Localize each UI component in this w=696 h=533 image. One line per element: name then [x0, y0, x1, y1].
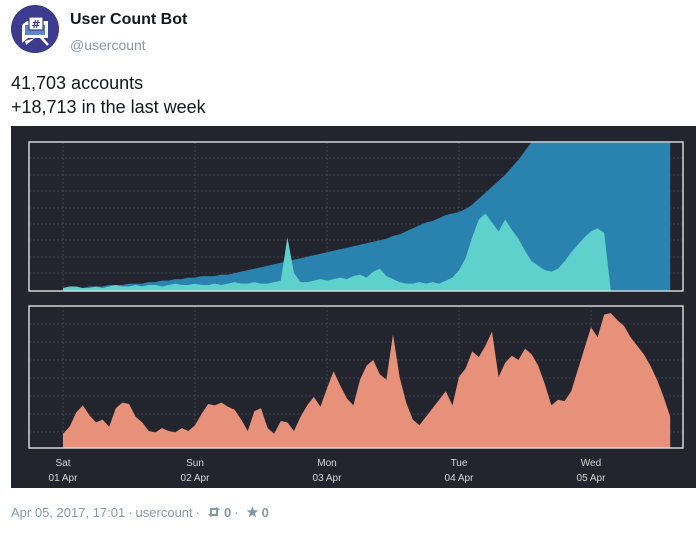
series-rate-area [63, 213, 671, 291]
x-tick-label-date: 05 Apr [577, 473, 607, 484]
footer-username[interactable]: usercount [135, 504, 193, 520]
separator-dot: · [195, 504, 200, 520]
series-activity-area [63, 313, 671, 448]
user-handle[interactable]: @usercount [70, 37, 146, 53]
x-tick-label-date: 02 Apr [181, 473, 211, 484]
x-tick-label-day: Sun [186, 458, 204, 469]
x-tick-label-date: 01 Apr [49, 473, 79, 484]
separator-dot: · [234, 504, 239, 520]
tweet-text: 41,703 accounts +18,713 in the last week [11, 71, 681, 119]
favorite-count: 0 [261, 504, 269, 520]
favorite-icon[interactable] [246, 506, 259, 518]
x-tick-label-date: 04 Apr [445, 473, 475, 484]
x-tick-label-day: Tue [451, 458, 468, 469]
avatar[interactable]: # [11, 5, 59, 53]
x-tick-label-day: Wed [581, 458, 601, 469]
svg-text:#: # [31, 18, 40, 31]
retweet-count: 0 [223, 504, 232, 520]
tweet-line-weekly-growth: +18,713 in the last week [11, 97, 206, 117]
tweet-header: # User Count Bot @usercount [11, 5, 681, 57]
retweet-icon[interactable] [207, 506, 221, 518]
tweet-footer: Apr 05, 2017, 17:01 · usercount · 0 · 0 [11, 503, 269, 521]
display-name[interactable]: User Count Bot [70, 11, 188, 28]
timestamp[interactable]: Apr 05, 2017, 17:01 [11, 504, 126, 520]
x-tick-label-day: Mon [317, 458, 336, 469]
avatar-hashtag-icon: # [11, 5, 59, 53]
bottom-panel-border [28, 305, 684, 449]
x-tick-label-day: Sat [55, 458, 70, 469]
chart-image[interactable]: Sat 01 Apr Sun 02 Apr Mon 03 Apr Tue 04 Apr Wed 0… [11, 126, 696, 488]
tweet-line-accounts: 41,703 accounts [11, 73, 144, 93]
user-count-chart: Sat 01 Apr Sun 02 Apr Mon 03 Apr Tue 04 Apr Wed 0… [28, 141, 684, 484]
separator-dot: · [128, 504, 133, 520]
x-tick-label-date: 03 Apr [313, 473, 343, 484]
top-panel-border [28, 141, 684, 292]
